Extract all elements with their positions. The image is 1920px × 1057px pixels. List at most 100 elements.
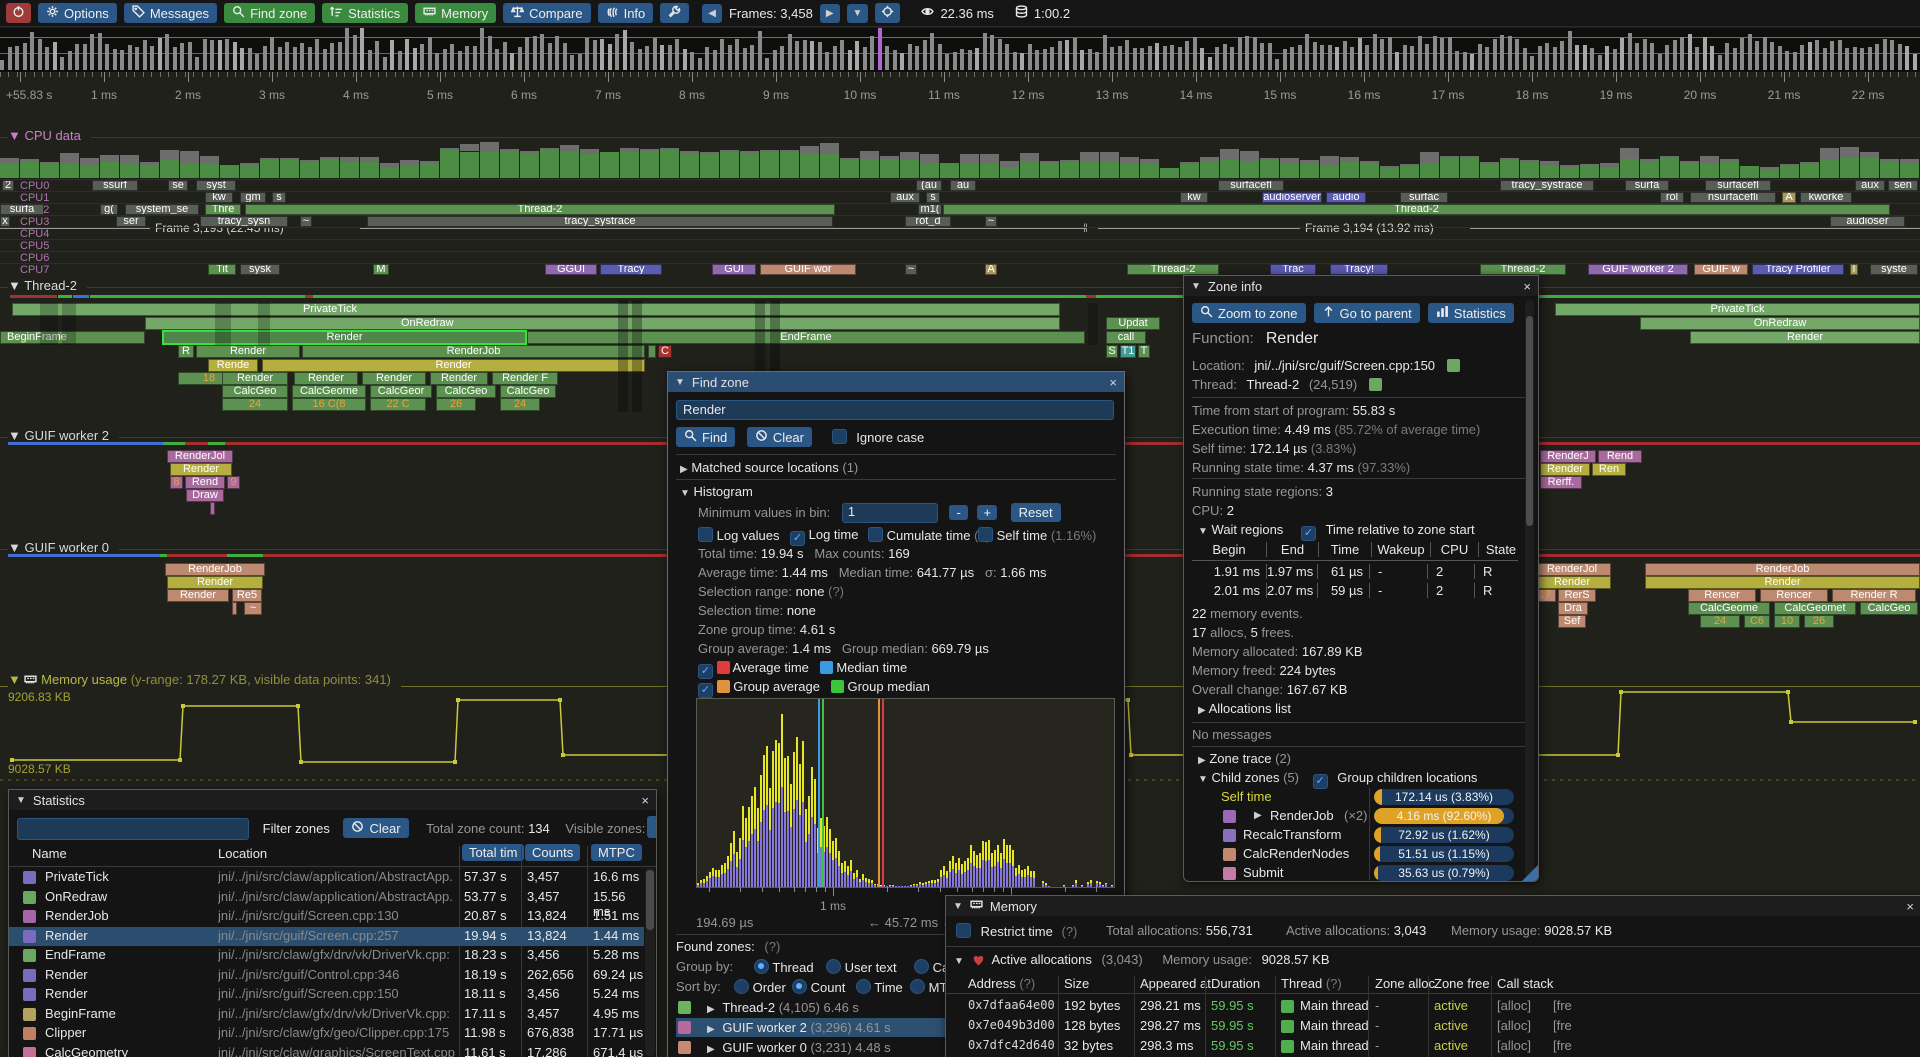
cpu-zone-chip[interactable]: ser: [116, 216, 146, 227]
frame-bar[interactable]: [22, 43, 27, 70]
clear-button[interactable]: Clear: [746, 427, 812, 447]
cpu-zone-chip[interactable]: GUIF wor: [760, 264, 856, 275]
frame-bar[interactable]: [1785, 51, 1789, 70]
frame-bar[interactable]: [810, 41, 814, 70]
frame-bar[interactable]: [1230, 46, 1234, 70]
cpu-zone-chip[interactable]: surfacefl: [1705, 180, 1771, 191]
frame-bar[interactable]: [615, 34, 619, 70]
frame-bar[interactable]: [1380, 38, 1384, 70]
timeline-zone[interactable]: C: [658, 345, 672, 358]
timeline-zone[interactable]: 22 C: [370, 398, 426, 411]
resize-grip[interactable]: [1522, 865, 1538, 881]
frame-bar[interactable]: [1470, 54, 1474, 70]
col-header-zone-alloc[interactable]: Zone alloc: [1375, 976, 1435, 991]
group-by-thread[interactable]: Thread: [754, 959, 814, 975]
frame-bar[interactable]: [37, 38, 42, 70]
frame-bar[interactable]: [105, 44, 109, 70]
frame-bar[interactable]: [1440, 38, 1444, 70]
frame-bar[interactable]: [1260, 43, 1264, 70]
timeline-zone[interactable]: RenderJob: [165, 563, 265, 576]
frame-bar[interactable]: [240, 47, 244, 70]
frame-bar[interactable]: [1575, 44, 1579, 70]
timeline-zone[interactable]: Rend: [185, 476, 225, 489]
cpu-zone-chip[interactable]: Trac: [1270, 264, 1316, 275]
cpu-zone-chip[interactable]: sen: [1888, 180, 1918, 191]
frame-bar[interactable]: [667, 45, 672, 70]
timeline-zone[interactable]: Render R: [1832, 589, 1916, 602]
frame-bar[interactable]: [1732, 47, 1737, 70]
timeline-zone[interactable]: call: [1106, 331, 1146, 344]
frame-bar[interactable]: [1740, 38, 1744, 70]
frame-bar[interactable]: [90, 33, 94, 70]
frame-bar[interactable]: [592, 39, 597, 70]
self-time-checkbox[interactable]: Self time (1.16%): [978, 527, 1096, 543]
scrollbar-thumb[interactable]: [1526, 316, 1533, 526]
frame-bar[interactable]: [247, 47, 252, 70]
frame-bar[interactable]: [1597, 54, 1602, 70]
frame-bar[interactable]: [757, 30, 762, 70]
timeline-zone[interactable]: Render: [222, 372, 288, 385]
find-zone-titlebar[interactable]: ▼ Find zone ×: [668, 372, 1124, 392]
frame-bar[interactable]: [1620, 37, 1624, 70]
frame-bar[interactable]: [97, 33, 102, 70]
frame-bar[interactable]: [840, 39, 844, 70]
frame-bar[interactable]: [165, 34, 169, 70]
frame-bar[interactable]: [885, 46, 889, 70]
timeline-zone[interactable]: RenderJ: [1540, 450, 1596, 463]
min-bin-input[interactable]: 1: [841, 503, 938, 523]
child-zone-row[interactable]: ▶ RenderJob (×2) 4.16 ms (92.60%): [1184, 808, 1524, 827]
cpu-zone-chip[interactable]: Tracy Profiler: [1752, 264, 1844, 275]
timeline-zone[interactable]: Render: [1690, 331, 1920, 344]
timeline-zone[interactable]: CalcGeo: [1860, 602, 1918, 615]
cpu-zone-chip[interactable]: kw: [1180, 192, 1208, 203]
timeline-zone[interactable]: CalcGeomet: [1774, 602, 1856, 615]
statistics-button[interactable]: Statistics: [1427, 303, 1514, 323]
frame-bar[interactable]: [892, 50, 897, 70]
frame-bar[interactable]: [1275, 59, 1279, 70]
frames-overview-strip[interactable]: [0, 28, 1920, 72]
frame-bar[interactable]: [322, 48, 327, 70]
cpu-zone-chip[interactable]: Thread-2: [1480, 264, 1566, 275]
timeline-zone[interactable]: R: [178, 345, 194, 358]
frame-bar[interactable]: [1912, 53, 1917, 70]
frame-bar[interactable]: [172, 46, 177, 70]
frame-bar[interactable]: [1627, 33, 1632, 70]
scrollbar-thumb[interactable]: [646, 870, 654, 930]
frame-bar[interactable]: [795, 40, 799, 70]
cpu-zone-chip[interactable]: s: [926, 192, 940, 203]
frame-bar[interactable]: [1590, 48, 1594, 70]
prev-frame-button[interactable]: ◀: [702, 3, 722, 23]
col-header-total-time[interactable]: Total tim: [462, 844, 525, 861]
child-zone-row[interactable]: RecalcTransform 72.92 us (1.62%): [1184, 827, 1524, 846]
cpu-zone-chip[interactable]: GUIF w: [1694, 264, 1748, 275]
info-button[interactable]: Info: [597, 3, 654, 23]
timeline-zone[interactable]: 8: [170, 476, 183, 489]
frame-bar[interactable]: [1177, 46, 1182, 70]
col-header-zone-free[interactable]: Zone free: [1434, 976, 1490, 991]
frame-bar[interactable]: [847, 49, 852, 70]
timeline-zone[interactable]: 10: [1774, 615, 1800, 628]
frame-bar[interactable]: [1462, 52, 1467, 70]
frame-bar[interactable]: [1365, 44, 1369, 70]
cpu-zone-chip[interactable]: kw: [205, 192, 233, 203]
timeline-zone[interactable]: 9: [227, 476, 240, 489]
frame-bar[interactable]: [1267, 43, 1272, 70]
frame-bar[interactable]: [1327, 45, 1332, 70]
reset-button[interactable]: Reset: [1010, 503, 1061, 522]
frame-bar[interactable]: [802, 40, 807, 70]
messages-button[interactable]: Messages: [123, 3, 218, 23]
child-zone-row[interactable]: CalcRenderNodes 51.51 us (1.15%): [1184, 846, 1524, 865]
timeline-zone[interactable]: Dra: [1558, 602, 1588, 615]
frame-bar[interactable]: [1110, 47, 1114, 70]
frame-bar[interactable]: [82, 44, 87, 70]
frame-bar[interactable]: [1357, 37, 1362, 70]
frame-bar[interactable]: [765, 57, 769, 70]
frame-bar[interactable]: [1207, 56, 1212, 70]
frame-bar[interactable]: [562, 42, 567, 70]
time-ruler[interactable]: +55.83 s 1 ms 2 ms 3 ms 4 ms 5 ms 6 ms 7 ms 8 ms…: [0, 72, 1920, 112]
frame-bar[interactable]: [45, 46, 49, 70]
cpu-zone-chip[interactable]: au: [950, 180, 976, 191]
frame-bar[interactable]: [1200, 48, 1204, 70]
table-row[interactable]: PrivateTick jni/../jni/src/claw/applicati…: [9, 868, 644, 887]
timeline-zone[interactable]: EndFrame: [527, 331, 1085, 344]
